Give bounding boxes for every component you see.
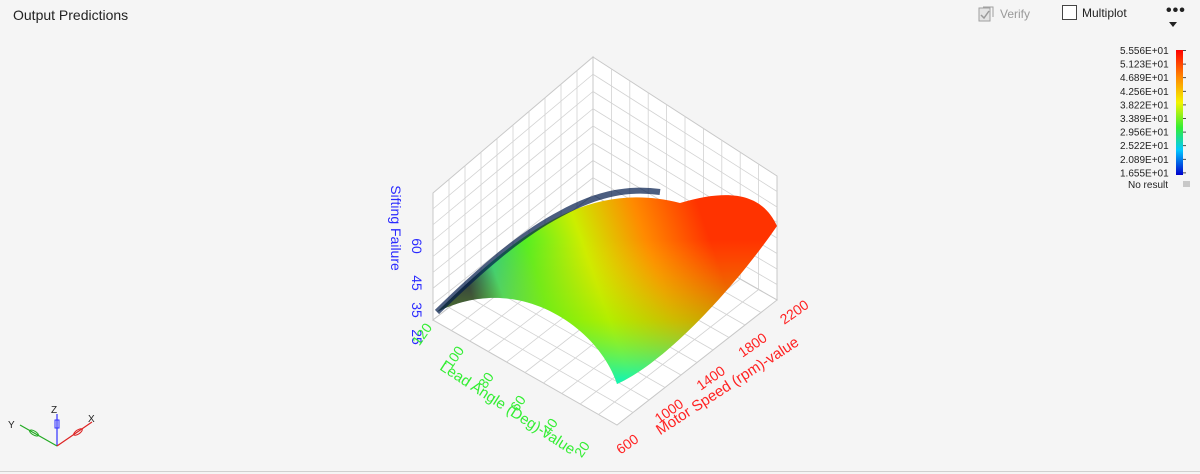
dropdown-arrow-icon[interactable] bbox=[1169, 22, 1177, 27]
z-tick-label: 35 bbox=[409, 302, 425, 318]
colorbar bbox=[1176, 50, 1183, 175]
grid-line bbox=[432, 160, 594, 289]
legend-value: 1.655E+01 bbox=[1120, 168, 1169, 179]
legend-value: 2.956E+01 bbox=[1120, 128, 1169, 139]
legend-value: 5.556E+01 bbox=[1120, 46, 1169, 57]
grid-line bbox=[598, 289, 759, 415]
grid-line bbox=[592, 91, 778, 208]
checkbox-icon bbox=[1062, 5, 1077, 20]
grid-line bbox=[432, 91, 594, 226]
response-surface bbox=[434, 187, 777, 384]
grid-line bbox=[432, 108, 594, 241]
x-tick-label: 600 bbox=[613, 431, 641, 458]
z-tick-label: 60 bbox=[409, 238, 425, 254]
verify-label: Verify bbox=[1000, 7, 1031, 21]
legend-value: 3.822E+01 bbox=[1120, 100, 1169, 111]
z-axis-label: Sifting Failure bbox=[388, 185, 404, 271]
more-options-button[interactable]: ••• bbox=[1166, 2, 1186, 19]
z-tick-label: 45 bbox=[409, 275, 425, 291]
multiplot-checkbox[interactable]: Multiplot bbox=[1062, 5, 1127, 20]
multiplot-label: Multiplot bbox=[1082, 5, 1127, 20]
triad-y-label: Y bbox=[8, 420, 15, 431]
triad-x-label: X bbox=[88, 414, 95, 425]
grid-line bbox=[432, 125, 594, 257]
page-title: Output Predictions bbox=[13, 7, 129, 23]
legend-value: 3.389E+01 bbox=[1120, 114, 1169, 125]
legend-value: 2.522E+01 bbox=[1120, 141, 1169, 152]
grid-line bbox=[432, 73, 594, 210]
no-result-swatch bbox=[1183, 181, 1190, 187]
z-tick-label: 25 bbox=[409, 329, 425, 345]
legend-value: 2.089E+01 bbox=[1120, 155, 1169, 166]
x-tick-label: 2200 bbox=[777, 296, 812, 327]
legend-value: 5.123E+01 bbox=[1120, 60, 1169, 71]
grid-line bbox=[432, 142, 594, 273]
axes-triad: Z Y X bbox=[8, 405, 95, 447]
no-result-label: No result bbox=[1128, 180, 1168, 191]
triad-z-label: Z bbox=[51, 405, 57, 416]
verify-button[interactable]: Verify bbox=[977, 5, 1030, 23]
grid-line bbox=[592, 73, 778, 192]
bottom-divider bbox=[0, 471, 1200, 472]
verify-icon bbox=[978, 6, 994, 22]
legend-value: 4.256E+01 bbox=[1120, 87, 1169, 98]
legend-value: 4.689E+01 bbox=[1120, 73, 1169, 84]
z-axis-ticks: 60 45 35 25 bbox=[409, 238, 425, 345]
color-legend: 5.556E+01 5.123E+01 4.689E+01 4.256E+01 3.82… bbox=[1120, 46, 1190, 191]
